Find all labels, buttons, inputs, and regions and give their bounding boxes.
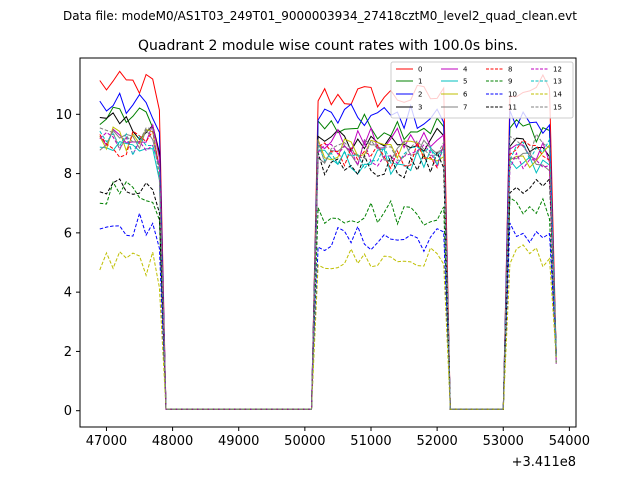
legend-label-1: 1 xyxy=(418,78,422,86)
series-line-7 xyxy=(99,128,557,410)
x-tick-label: 50000 xyxy=(284,434,325,449)
x-axis: 47000 48000 49000 50000 51000 52000 53000 54000 xyxy=(86,427,590,449)
x-tick-label: 48000 xyxy=(152,434,193,449)
legend-label-10: 10 xyxy=(508,91,517,99)
x-tick-label: 51000 xyxy=(350,434,391,449)
x-tick-label: 53000 xyxy=(483,434,524,449)
y-tick-label: 6 xyxy=(64,226,72,241)
series-line-0 xyxy=(99,70,557,410)
series-line-5 xyxy=(99,141,557,410)
legend-label-13: 13 xyxy=(553,78,562,86)
legend-label-11: 11 xyxy=(508,104,517,112)
legend-label-2: 2 xyxy=(418,91,422,99)
legend-label-6: 6 xyxy=(463,91,468,99)
x-tick-label: 47000 xyxy=(86,434,127,449)
series-line-1 xyxy=(99,106,557,410)
x-tick-label: 52000 xyxy=(416,434,457,449)
plot-area: 47000 48000 49000 50000 51000 52000 53000 54000… xyxy=(55,57,590,470)
series-line-13 xyxy=(99,130,557,410)
figure-suptitle: Data file: modeM0/AS1T03_249T01_90000039… xyxy=(63,9,577,23)
y-tick-label: 8 xyxy=(64,167,72,182)
y-axis: 0 2 4 6 8 10 xyxy=(55,108,80,419)
legend-label-15: 15 xyxy=(553,104,562,112)
y-tick-label: 10 xyxy=(55,108,72,123)
legend-label-9: 9 xyxy=(508,78,512,86)
legend-label-5: 5 xyxy=(463,78,467,86)
series-line-11 xyxy=(99,151,557,410)
legend-label-14: 14 xyxy=(553,91,562,99)
axes-frame xyxy=(79,57,577,428)
y-tick-label: 0 xyxy=(64,404,72,419)
series-line-14 xyxy=(99,244,557,410)
y-tick-label: 2 xyxy=(64,345,72,360)
series-line-4 xyxy=(99,123,557,410)
x-offset-label: +3.411e8 xyxy=(512,455,576,470)
series-line-9 xyxy=(99,180,557,410)
series-line-15 xyxy=(99,127,557,410)
legend-label-8: 8 xyxy=(508,66,512,74)
series-line-12 xyxy=(99,131,557,410)
y-tick-label: 4 xyxy=(64,286,72,301)
legend-label-12: 12 xyxy=(553,66,562,74)
legend-label-4: 4 xyxy=(463,66,468,74)
legend-frame xyxy=(390,61,574,119)
chart-title: Quadrant 2 module wise count rates with … xyxy=(138,38,518,54)
legend-label-7: 7 xyxy=(463,104,467,112)
series-line-10 xyxy=(99,211,557,410)
x-tick-label: 49000 xyxy=(218,434,259,449)
legend-label-0: 0 xyxy=(418,66,422,74)
series-line-2 xyxy=(99,92,557,410)
series-line-8 xyxy=(99,129,557,410)
series-lines xyxy=(99,70,557,410)
legend-label-3: 3 xyxy=(418,104,422,112)
x-tick-label: 54000 xyxy=(549,434,590,449)
